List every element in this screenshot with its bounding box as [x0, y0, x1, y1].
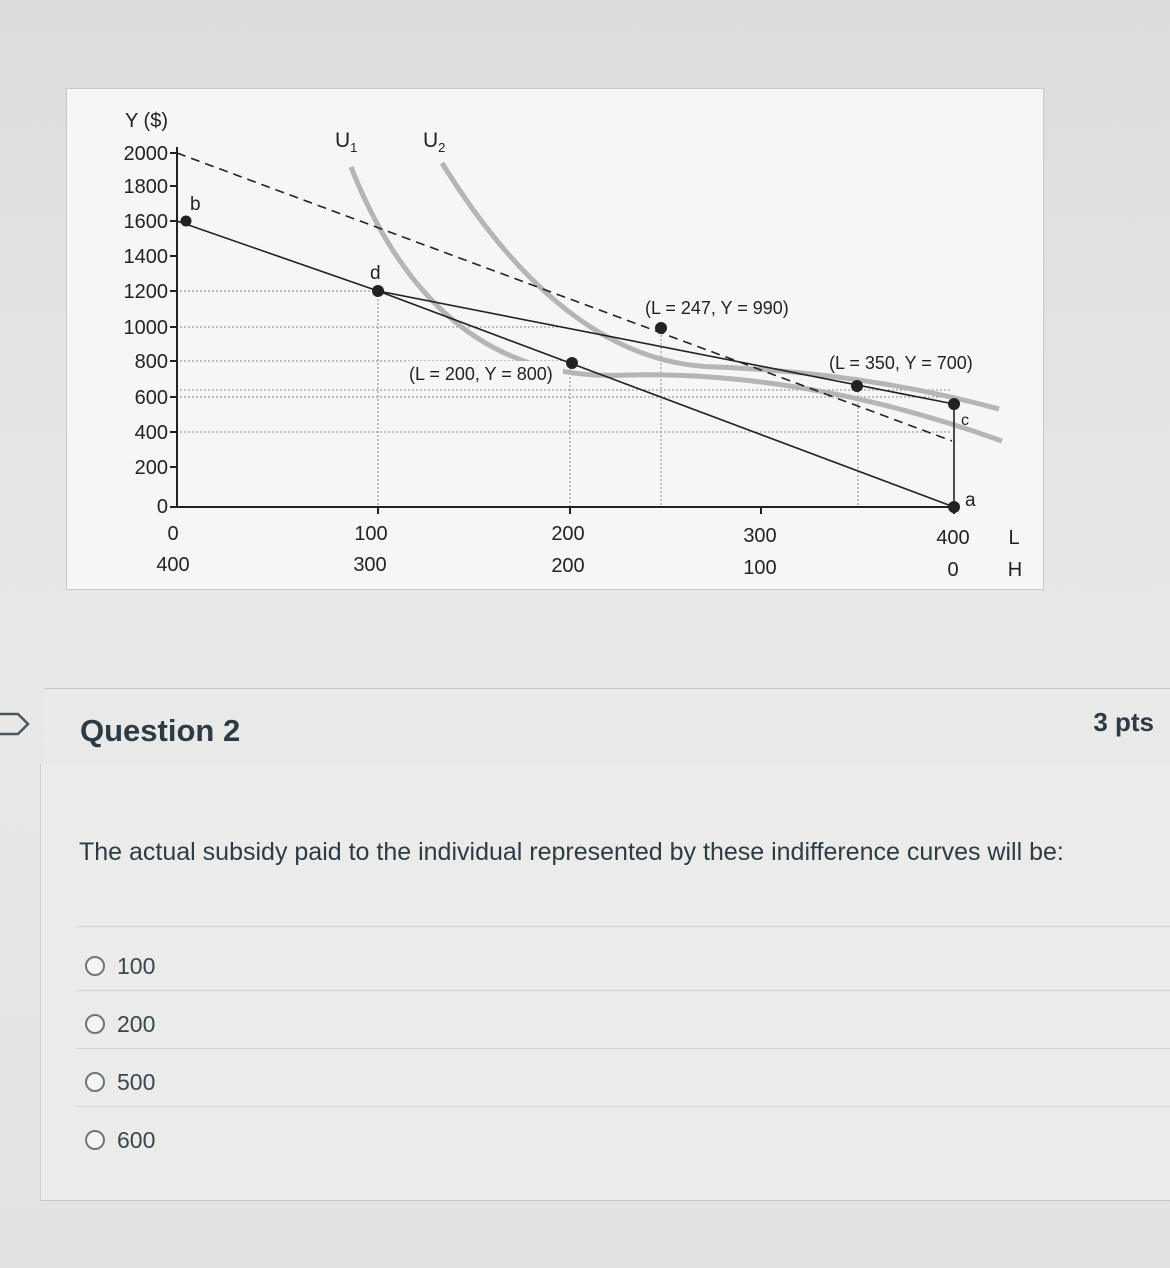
- x-tick-label-l: 300: [743, 525, 776, 547]
- annotation-200-800: (L = 200, Y = 800): [409, 364, 553, 384]
- radio-button[interactable]: [85, 1130, 105, 1150]
- x-tick-label-l: 0: [167, 523, 178, 545]
- point-350-700: [851, 380, 863, 392]
- y-tick-label: 0: [157, 496, 168, 518]
- y-tick-label: 1600: [124, 211, 169, 233]
- answer-divider: [77, 1048, 1170, 1049]
- y-tick-label: 200: [135, 457, 168, 479]
- labor-income-diagram: 2000 1800 1600 1400 1200 1000 800 600 40…: [124, 110, 1023, 581]
- figure-card: 2000 1800 1600 1400 1200 1000 800 600 40…: [66, 88, 1044, 590]
- answer-option-3[interactable]: 500: [85, 1062, 155, 1102]
- annotations: (L = 200, Y = 800) (L = 247, Y = 990) (L…: [409, 298, 973, 384]
- point-label-a: a: [965, 490, 976, 511]
- answer-label: 600: [117, 1126, 156, 1153]
- x-tick-label-l: 200: [551, 523, 584, 545]
- answer-divider: [77, 926, 1170, 927]
- annotation-350-700: (L = 350, Y = 700): [829, 353, 973, 373]
- radio-button[interactable]: [85, 956, 105, 976]
- axis-l-label: L: [1008, 527, 1019, 549]
- curve-labels: U1 U2: [335, 129, 445, 155]
- point-label-b: b: [190, 194, 201, 215]
- annotation-bg: [407, 361, 563, 385]
- y-axis-title: Y ($): [125, 110, 168, 132]
- y-tick-label: 1000: [124, 317, 169, 339]
- dashed-budget-line: [176, 152, 953, 442]
- point-label-c: c: [961, 412, 969, 429]
- x-tick-label-h: 200: [551, 555, 584, 577]
- y-tick-label: 800: [135, 351, 168, 373]
- y-tick-label: 1800: [124, 176, 169, 198]
- x-tick-label-l: 400: [936, 527, 969, 549]
- y-ticks: [170, 152, 177, 508]
- point-200-800: [566, 357, 578, 369]
- points: [180, 215, 960, 513]
- y-tick-label: 1200: [124, 281, 169, 303]
- y-tick-label: 400: [135, 422, 168, 444]
- x-tick-labels-l: 0 100 200 300 400: [167, 523, 969, 549]
- curve-u2-label: U2: [423, 129, 445, 155]
- x-tick-label-h: 300: [353, 554, 386, 576]
- radio-button[interactable]: [85, 1014, 105, 1034]
- answer-divider: [77, 1106, 1170, 1107]
- answer-label: 500: [117, 1068, 156, 1095]
- answer-option-2[interactable]: 200: [85, 1004, 155, 1044]
- answer-option-4[interactable]: 600: [85, 1120, 155, 1160]
- indifference-curve-u2: [439, 161, 1000, 412]
- question-points: 3 pts: [1093, 707, 1154, 737]
- y-tick-label: 600: [135, 387, 168, 409]
- annotation-247-990: (L = 247, Y = 990): [645, 298, 789, 318]
- x-tick-label-h: 0: [947, 559, 958, 581]
- point-b: [180, 215, 192, 227]
- point-d: [372, 285, 384, 297]
- answer-label: 100: [117, 952, 156, 979]
- y-tick-label: 1400: [124, 246, 169, 268]
- x-tick-label-h: 100: [743, 557, 776, 579]
- point-247-990: [655, 322, 667, 334]
- answer-divider: [77, 990, 1170, 991]
- curve-u1-label: U1: [335, 129, 357, 155]
- axis-h-label: H: [1008, 559, 1022, 581]
- question-text: The actual subsidy paid to the individua…: [79, 838, 1064, 866]
- y-tick-labels: 2000 1800 1600 1400 1200 1000 800 600 40…: [124, 143, 169, 518]
- x-tick-label-h: 400: [156, 554, 189, 576]
- answer-option-1[interactable]: 100: [85, 946, 155, 986]
- point-label-d: d: [370, 263, 381, 284]
- indifference-curve-u1: [348, 166, 1003, 444]
- y-tick-label: 2000: [124, 143, 169, 165]
- point-c: [948, 398, 960, 410]
- radio-button[interactable]: [85, 1072, 105, 1092]
- bookmark-flag-icon[interactable]: [0, 711, 32, 737]
- x-tick-label-l: 100: [354, 523, 387, 545]
- point-a: [948, 501, 960, 513]
- answer-label: 200: [117, 1010, 156, 1037]
- question-title: Question 2: [80, 713, 241, 748]
- question-body: The actual subsidy paid to the individua…: [40, 764, 1170, 1201]
- x-ticks: [377, 507, 955, 514]
- question-header: Question 2 3 pts: [44, 688, 1170, 766]
- x-tick-labels-h: 400 300 200 100 0: [156, 554, 958, 581]
- reference-lines: [180, 290, 952, 507]
- point-letter-labels: b d c a: [190, 194, 976, 511]
